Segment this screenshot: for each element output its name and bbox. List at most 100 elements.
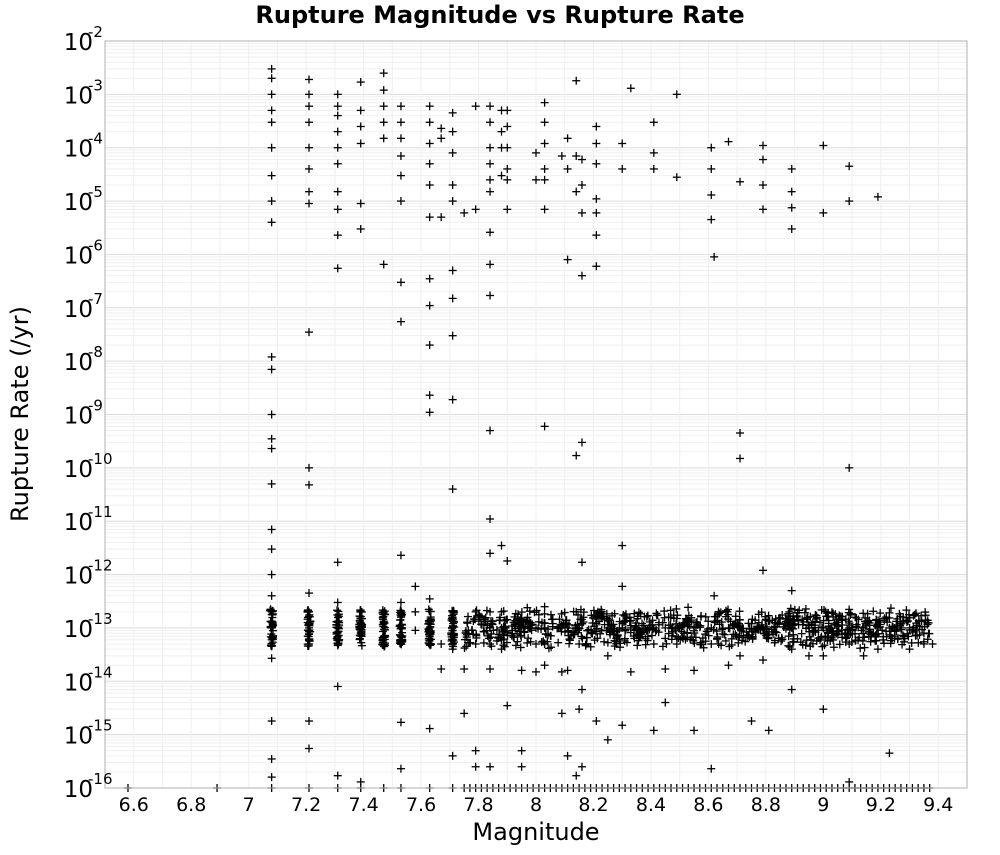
data-point: [731, 612, 740, 621]
data-point: [464, 638, 473, 647]
data-point: [303, 608, 312, 617]
data-point: [672, 173, 681, 182]
data-point: [497, 127, 506, 136]
data-point: [847, 638, 856, 647]
data-point: [397, 607, 406, 616]
data-point: [517, 762, 526, 771]
data-point: [798, 615, 807, 624]
data-point: [588, 629, 597, 638]
data-point: [764, 726, 773, 735]
data-point: [425, 159, 434, 168]
data-point: [785, 642, 794, 651]
data-point: [378, 636, 387, 645]
data-point: [747, 717, 756, 726]
data-point: [671, 626, 680, 635]
data-point: [462, 642, 471, 651]
data-point: [378, 627, 387, 636]
y-tick-exponent: -12: [88, 557, 113, 575]
data-point: [268, 610, 277, 619]
data-point: [437, 124, 446, 133]
data-point: [540, 609, 549, 618]
data-point: [837, 626, 846, 635]
data-point: [379, 86, 388, 95]
y-tick-label: 10: [64, 350, 93, 376]
y-tick-exponent: -11: [88, 503, 113, 521]
data-point: [882, 614, 891, 623]
data-point: [852, 613, 861, 622]
data-point: [787, 224, 796, 233]
data-point: [812, 611, 821, 620]
data-point: [267, 64, 276, 73]
data-point: [845, 197, 854, 206]
data-point: [486, 426, 495, 435]
data-point: [643, 632, 652, 641]
x-tick-label: 6.6: [119, 794, 149, 816]
data-point: [540, 118, 549, 127]
data-point: [305, 589, 314, 598]
data-point: [510, 612, 519, 621]
data-point: [661, 634, 670, 643]
data-point: [334, 610, 343, 619]
data-point: [503, 106, 512, 115]
data-point: [411, 626, 420, 635]
data-point: [583, 626, 592, 635]
data-point: [718, 625, 727, 634]
data-point: [425, 274, 434, 283]
data-point: [532, 639, 540, 648]
data-point: [516, 643, 525, 652]
data-point: [486, 102, 495, 111]
data-point: [778, 635, 787, 644]
data-point: [425, 118, 434, 127]
data-point: [304, 630, 313, 639]
data-point: [581, 640, 590, 649]
data-point: [396, 551, 405, 560]
data-point: [537, 618, 546, 627]
data-point: [683, 628, 692, 637]
data-point: [356, 224, 365, 233]
data-point: [565, 635, 574, 644]
data-point: [448, 331, 457, 340]
data-point: [923, 635, 932, 644]
data-point: [603, 651, 612, 660]
y-tick-label: 10: [64, 83, 93, 109]
data-point: [829, 627, 838, 636]
data-point: [333, 598, 342, 607]
data-point: [267, 444, 276, 453]
data-point: [662, 639, 671, 648]
data-point: [486, 175, 495, 184]
data-point: [540, 98, 549, 107]
data-point: [356, 78, 365, 87]
data-point: [497, 171, 506, 180]
data-point: [661, 664, 670, 673]
data-point: [425, 213, 434, 222]
data-point: [701, 630, 710, 639]
data-point: [696, 612, 705, 621]
data-point: [631, 622, 640, 631]
data-point: [738, 636, 747, 645]
data-point: [267, 525, 276, 534]
data-point: [915, 622, 924, 631]
data-point: [707, 764, 716, 773]
data-point: [690, 726, 699, 735]
data-point: [267, 754, 276, 763]
data-point: [819, 651, 828, 660]
data-point: [893, 614, 902, 623]
data-point: [590, 612, 599, 621]
data-point: [786, 604, 795, 613]
data-point: [460, 208, 469, 217]
data-point: [592, 159, 601, 168]
y-tick-label: 10: [64, 724, 93, 750]
data-point: [557, 151, 566, 160]
data-point: [437, 664, 446, 673]
data-point: [758, 141, 767, 150]
data-point: [517, 632, 526, 641]
data-point: [332, 634, 341, 643]
data-point: [758, 155, 767, 164]
data-point: [577, 155, 586, 164]
data-point: [641, 625, 650, 634]
data-point: [710, 252, 719, 261]
data-point: [672, 90, 681, 99]
data-point: [563, 255, 572, 264]
data-point: [898, 631, 907, 640]
data-point: [540, 164, 549, 173]
